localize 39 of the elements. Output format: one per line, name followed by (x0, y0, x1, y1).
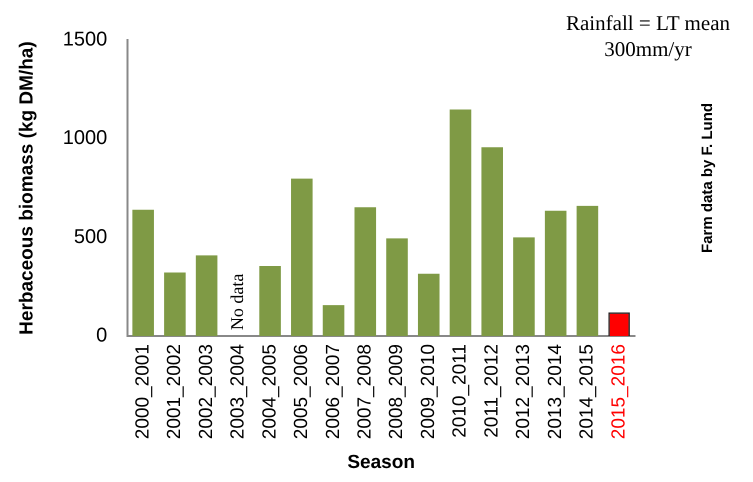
bar (481, 147, 503, 336)
bar (450, 109, 472, 336)
x-axis-title: Season (347, 452, 415, 473)
x-tick-label: 2001_2002 (164, 344, 186, 440)
bar (132, 210, 154, 336)
bar (259, 266, 281, 336)
x-tick-label: 2008_2009 (386, 344, 408, 440)
bar (513, 237, 535, 336)
x-tick-label: 2015_2016 (608, 344, 630, 440)
bar (164, 272, 186, 336)
y-tick-label: 1500 (62, 28, 108, 51)
x-tick-label: 2012_2013 (513, 344, 534, 440)
x-tick-label: 2010_2011 (450, 344, 471, 438)
bar (418, 274, 440, 336)
bar (291, 178, 313, 336)
x-tick-label: 2011_2012 (481, 344, 502, 438)
bar (196, 255, 218, 336)
y-tick-label: 500 (74, 226, 108, 248)
x-tick-label: 2006_2007 (322, 344, 344, 440)
bar (576, 206, 598, 336)
text: Farm data by F. Lund (699, 102, 716, 254)
x-tick-label: 2004_2005 (259, 344, 280, 440)
annotation: No data (227, 274, 248, 330)
x-tick-label: 2003_2004 (228, 344, 249, 440)
x-tick-label: 2014_2015 (576, 344, 598, 440)
x-tick-label: 2000_2001 (132, 344, 154, 440)
x-tick-label: 2007_2008 (354, 344, 376, 440)
x-tick-label: 2013_2014 (544, 344, 566, 440)
bar (322, 305, 344, 336)
x-tick-label: 2005_2006 (291, 344, 312, 440)
bar (386, 238, 408, 336)
annotation: Rainfall = LT mean 300mm/yr (566, 11, 731, 62)
x-tick-label: 2009_2010 (418, 344, 439, 440)
x-tick-label: 2002_2003 (196, 344, 217, 440)
bar (544, 210, 566, 336)
bar (354, 207, 376, 336)
y-tick-label: 1000 (62, 127, 108, 150)
y-axis-title: Herbaceous biomass (kg DM/ha) (16, 41, 38, 335)
y-tick-label: 0 (96, 324, 108, 347)
